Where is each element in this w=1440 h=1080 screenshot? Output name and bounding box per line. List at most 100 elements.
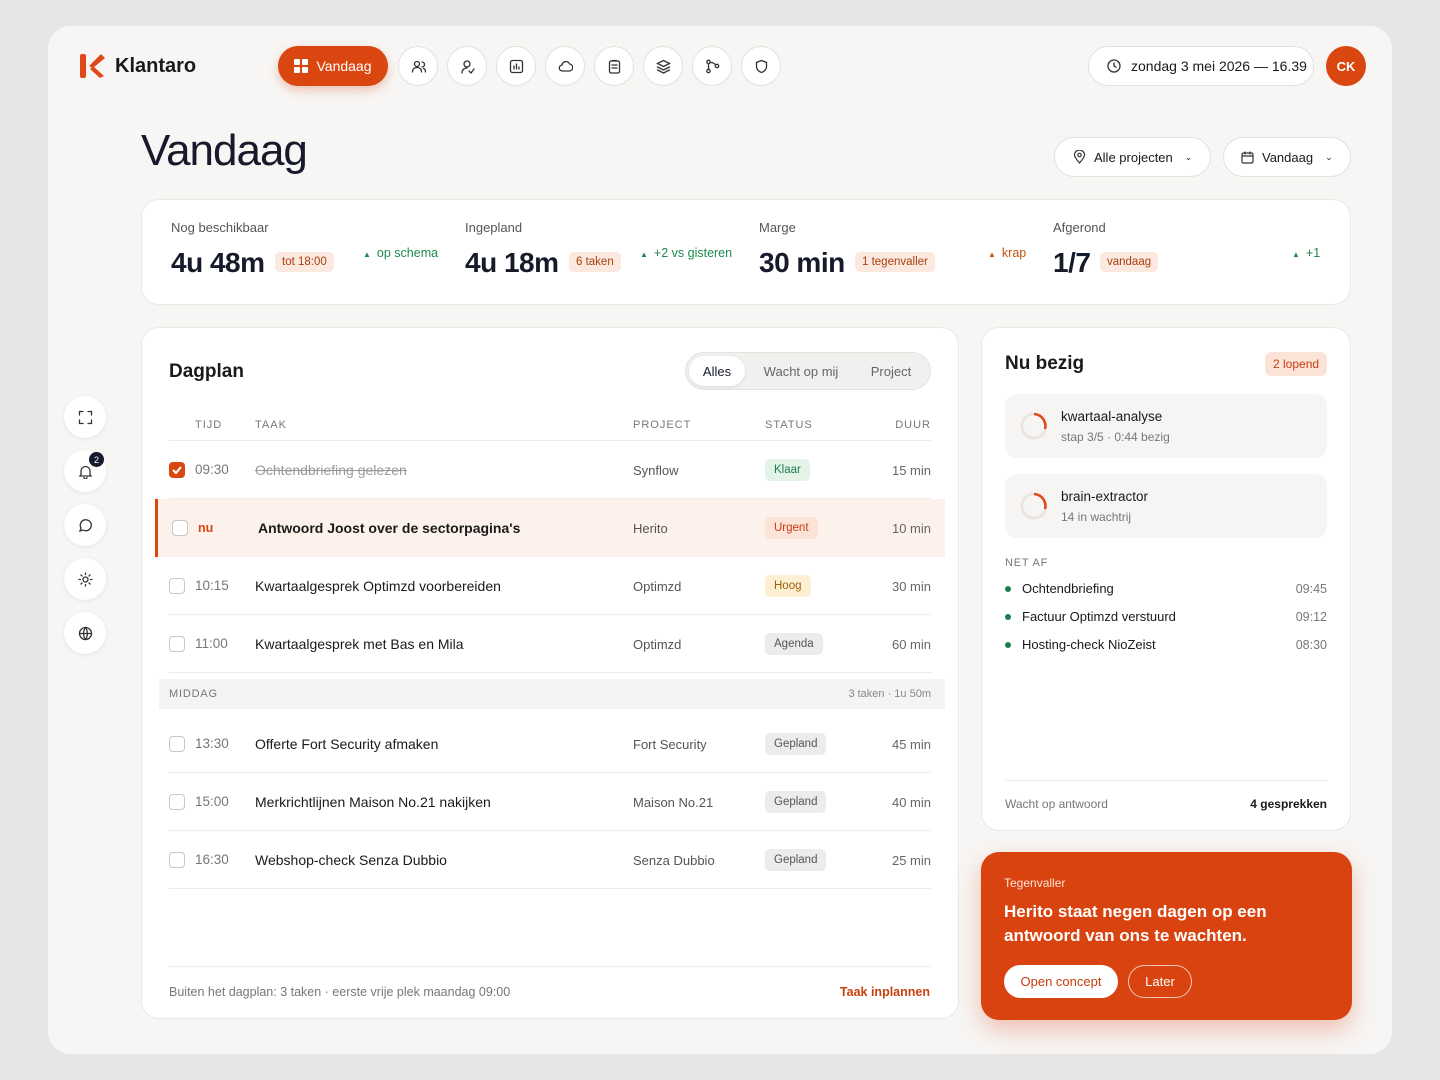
icon	[1241, 151, 1254, 164]
job-detail: 14 in wachtrij	[1061, 510, 1132, 524]
recent-name: Factuur Optimzd verstuurd	[1022, 609, 1176, 624]
icon	[608, 59, 620, 74]
stat-label: Ingepland	[465, 220, 523, 235]
stat-badge: 6 taken	[569, 252, 621, 272]
nav-icon[interactable]	[447, 46, 487, 86]
divider	[169, 440, 931, 441]
trend-text: +1	[1305, 246, 1321, 260]
alert-label: Tegenvaller	[1004, 876, 1066, 890]
row-duration: 60 min	[891, 637, 931, 652]
row-status: Gepland	[765, 733, 827, 755]
nav-icon[interactable]	[545, 46, 585, 86]
side-button[interactable]	[64, 612, 106, 654]
avatar[interactable]: CK	[1326, 46, 1366, 86]
row-status: Hoog	[765, 575, 811, 597]
button[interactable]: Open concept	[1004, 965, 1118, 998]
datetime: zondag 3 mei 2026 — 16.39	[1088, 46, 1314, 86]
column-header: DUUR	[895, 419, 931, 431]
checkbox[interactable]	[169, 736, 185, 752]
side-button[interactable]	[64, 558, 106, 600]
checkbox[interactable]	[169, 852, 185, 868]
checkbox[interactable]	[169, 636, 185, 652]
nav-icon[interactable]	[741, 46, 781, 86]
recent-time: 08:30	[1295, 638, 1327, 652]
filter[interactable]: Alle projecten ⌄	[1054, 137, 1211, 177]
row-task[interactable]: Kwartaalgesprek Optimzd voorbereiden	[255, 578, 501, 594]
nav-active[interactable]: Vandaag	[278, 46, 388, 86]
icon	[558, 60, 573, 72]
checkbox[interactable]	[172, 520, 188, 536]
stat-trend: ▲ op schema	[363, 246, 439, 260]
row-project: Synflow	[633, 463, 679, 478]
tab[interactable]: Alles	[689, 356, 745, 386]
row-project: Fort Security	[633, 737, 707, 752]
icon	[1107, 59, 1121, 73]
recent-name: Ochtendbriefing	[1022, 581, 1114, 596]
row-status: Gepland	[765, 849, 827, 871]
row-project: Optimzd	[633, 637, 682, 652]
stat-badge: vandaag	[1100, 252, 1159, 272]
row-project: Herito	[633, 521, 668, 536]
row-time: 16:30	[195, 852, 229, 867]
nav-icon[interactable]	[692, 46, 732, 86]
footer-action[interactable]: Taak inplannen	[839, 985, 930, 999]
icon	[78, 518, 92, 532]
divider	[169, 966, 931, 967]
row-time: 11:00	[195, 636, 228, 651]
stat-value: 30 min	[759, 247, 845, 278]
dagplan-card	[141, 327, 959, 1019]
section-summary: 3 taken · 1u 50m	[848, 688, 931, 700]
row-task[interactable]: Antwoord Joost over de sectorpagina's	[258, 520, 521, 536]
row-time: 15:00	[195, 794, 229, 809]
icon	[77, 571, 93, 587]
logo	[80, 54, 105, 78]
notification-badge: 2	[89, 452, 104, 467]
status-dot	[1005, 614, 1011, 620]
card-title: Nu bezig	[1005, 353, 1085, 374]
row-task[interactable]: Webshop-check Senza Dubbio	[255, 852, 447, 868]
recent-name: Hosting-check NioZeist	[1022, 637, 1156, 652]
job	[1005, 394, 1327, 458]
row-task[interactable]: Ochtendbriefing gelezen	[255, 462, 407, 478]
stat-label: Afgerond	[1053, 220, 1106, 235]
icon	[655, 59, 671, 74]
row-task[interactable]: Merkrichtlijnen Maison No.21 nakijken	[255, 794, 491, 810]
column-header: TIJD	[195, 419, 223, 431]
side-button[interactable]	[64, 396, 106, 438]
trend-text: krap	[1001, 246, 1027, 260]
nav-icon[interactable]	[398, 46, 438, 86]
row-time: 13:30	[195, 736, 229, 751]
trend-text: op schema	[376, 246, 439, 260]
stat-badge: tot 18:00	[275, 252, 334, 272]
icon	[78, 410, 92, 424]
tab[interactable]: Project	[870, 363, 912, 379]
divider	[169, 672, 931, 673]
filter[interactable]: Vandaag ⌄	[1223, 137, 1351, 177]
divider	[169, 498, 931, 499]
tab[interactable]: Wacht op mij	[763, 363, 839, 379]
badge: 2 lopend	[1265, 352, 1328, 376]
button[interactable]: Later	[1128, 965, 1192, 998]
row-task[interactable]: Kwartaalgesprek met Bas en Mila	[255, 636, 464, 652]
nav-icon[interactable]	[594, 46, 634, 86]
divider	[169, 888, 931, 889]
row-status: Agenda	[765, 633, 823, 655]
footer-text: Buiten het dagplan: 3 taken · eerste vri…	[169, 985, 511, 999]
row-task[interactable]: Offerte Fort Security afmaken	[255, 736, 439, 752]
row-duration: 15 min	[891, 463, 931, 478]
nav-icon[interactable]	[496, 46, 536, 86]
checkbox[interactable]	[169, 578, 185, 594]
icon	[460, 59, 475, 74]
recent-time: 09:12	[1295, 610, 1327, 624]
checkbox[interactable]	[169, 794, 185, 810]
footer-value: 4 gesprekken	[1250, 797, 1327, 811]
icon	[78, 626, 92, 640]
icon	[294, 59, 309, 73]
section-band	[159, 679, 945, 709]
nav-icon[interactable]	[643, 46, 683, 86]
checkbox[interactable]	[169, 462, 185, 478]
side-button[interactable]	[64, 504, 106, 546]
divider	[169, 614, 931, 615]
divider	[169, 772, 931, 773]
